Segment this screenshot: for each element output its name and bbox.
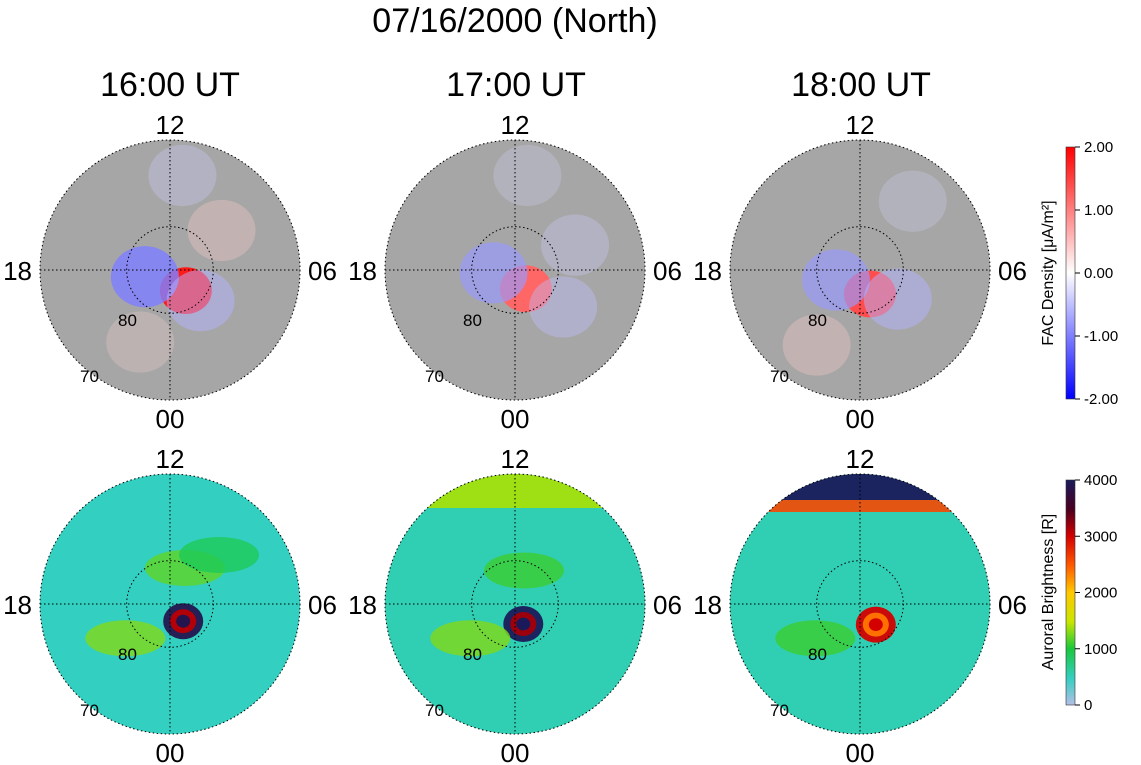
mlt-label-top: 12: [156, 444, 185, 474]
aurora-polar-panel-1: 12 00 18 06 80 70: [3, 444, 337, 765]
mlt-label-left: 18: [3, 590, 32, 620]
colorbar-tick-label: 1.00: [1084, 202, 1113, 219]
panel-image: [385, 140, 645, 400]
aurora-colorbar: 4000 3000 2000 1000 0 Auroral Brightness [R]: [1040, 472, 1117, 714]
mlt-label-bottom: 00: [156, 404, 185, 434]
colorbar-tick-label: 2.00: [1084, 139, 1113, 156]
colorbar-tick-label: 4000: [1084, 472, 1117, 489]
aurora-colorbar-ticks: 4000 3000 2000 1000 0: [1075, 472, 1117, 714]
mlt-label-top: 12: [156, 110, 185, 140]
lat-label-70: 70: [80, 367, 99, 386]
aurora-colorbar-gradient: [1065, 479, 1076, 706]
fac-colorbar-ticks: 2.00 1.00 0.00 -1.00 -2.00: [1075, 139, 1118, 408]
fac-polar-panel-3: 12 00 18 06 80 70: [693, 110, 1027, 434]
colorbar-tick-label: -1.00: [1084, 328, 1118, 345]
feature-oval: [483, 552, 564, 589]
lat-label-80: 80: [463, 311, 482, 330]
mlt-label-top: 12: [501, 444, 530, 474]
lat-label-80: 80: [118, 311, 137, 330]
mlt-label-left: 18: [348, 256, 377, 286]
feature-spot-core: [176, 614, 191, 628]
colorbar-tick-label: 0.00: [1084, 265, 1113, 282]
colorbar-tick-label: 1000: [1084, 641, 1117, 658]
mlt-label-top: 12: [846, 110, 875, 140]
mlt-label-left: 18: [693, 256, 722, 286]
feature-oval: [85, 620, 166, 657]
lat-label-70: 70: [425, 367, 444, 386]
mlt-label-bottom: 00: [846, 738, 875, 765]
mlt-label-right: 06: [998, 590, 1027, 620]
feature-downward: [863, 268, 932, 330]
aurora-polar-panel-3: 12 00 18 06 80 70: [693, 444, 1027, 765]
mlt-label-left: 18: [3, 256, 32, 286]
mlt-label-bottom: 00: [501, 738, 530, 765]
mlt-label-right: 06: [653, 590, 682, 620]
feature-downward: [459, 242, 528, 304]
mlt-label-right: 06: [653, 256, 682, 286]
mlt-label-right: 06: [308, 256, 337, 286]
feature-downward: [166, 270, 235, 332]
colorbar-tick-label: 0: [1084, 697, 1092, 714]
feature-downward: [878, 170, 947, 232]
lat-label-80: 80: [808, 311, 827, 330]
mlt-label-left: 18: [348, 590, 377, 620]
feature-upward: [782, 314, 851, 376]
lat-label-80: 80: [118, 645, 137, 664]
lat-label-70: 70: [770, 701, 789, 720]
lat-label-80: 80: [463, 645, 482, 664]
mlt-label-top: 12: [846, 444, 875, 474]
fac-polar-panel-2: 12 00 18 06 80 70: [348, 110, 682, 434]
feature-spot-core: [516, 617, 531, 631]
feature-upward: [187, 199, 256, 262]
fac-polar-panel-1: 12 00 18 06 80 70: [3, 110, 337, 434]
colorbar-tick-label: 2000: [1084, 585, 1117, 602]
mlt-label-bottom: 00: [846, 404, 875, 434]
fac-colorbar-label: FAC Density [μA/m²]: [1040, 200, 1057, 345]
feature-upward: [106, 311, 175, 373]
mlt-label-top: 12: [501, 110, 530, 140]
mlt-label-right: 06: [998, 256, 1027, 286]
mlt-label-bottom: 00: [501, 404, 530, 434]
fac-colorbar: 2.00 1.00 0.00 -1.00 -2.00 FAC Density [μA/m…: [1040, 139, 1118, 408]
feature-downward: [541, 214, 610, 276]
lat-label-70: 70: [80, 701, 99, 720]
feature-spot-core: [868, 618, 883, 632]
feature-downward: [493, 144, 562, 207]
aurora-colorbar-label: Auroral Brightness [R]: [1040, 514, 1057, 671]
feature-downward: [801, 249, 870, 311]
fac-colorbar-gradient: [1065, 146, 1076, 400]
colorbar-tick-label: 3000: [1084, 528, 1117, 545]
feature-oval: [430, 620, 511, 657]
mlt-label-left: 18: [693, 590, 722, 620]
lat-label-80: 80: [808, 645, 827, 664]
colorbar-tick-label: -2.00: [1084, 391, 1118, 408]
feature-downward: [529, 276, 598, 338]
feature-oval: [179, 536, 260, 573]
feature-oval: [775, 620, 856, 657]
mlt-label-right: 06: [308, 590, 337, 620]
lat-label-70: 70: [425, 701, 444, 720]
feature-downward: [148, 144, 217, 207]
aurora-polar-panel-2: 12 00 18 06 80 70: [348, 444, 682, 765]
mlt-label-bottom: 00: [156, 738, 185, 765]
lat-label-70: 70: [770, 367, 789, 386]
